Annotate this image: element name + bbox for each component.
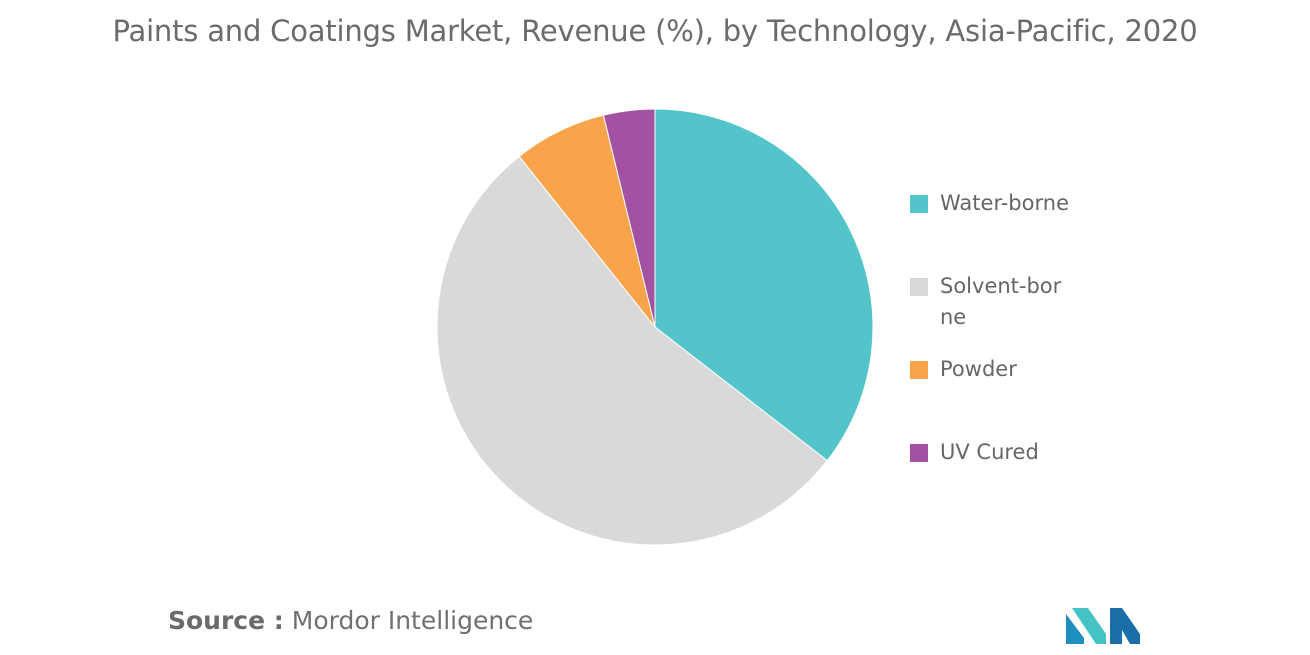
legend-item-solvent-borne: Solvent-bor ne <box>910 271 1070 333</box>
legend-swatch-water-borne <box>910 195 928 213</box>
logo-shape-middle <box>1072 608 1106 644</box>
legend-label-uv-cured: UV Cured <box>940 440 1039 464</box>
logo-shape-left <box>1066 614 1084 644</box>
pie-slice-water-borne <box>654 108 874 462</box>
legend-item-uv-cured: UV Cured <box>910 437 1070 468</box>
chart-title: Paints and Coatings Market, Revenue (%),… <box>112 14 1198 48</box>
pie-slice-uv-cured <box>602 108 656 328</box>
legend-swatch-uv-cured <box>910 444 928 462</box>
legend-swatch-powder <box>910 361 928 379</box>
legend-item-water-borne: Water-borne <box>910 188 1070 219</box>
logo-shape-right <box>1110 608 1140 644</box>
source-label: Source : <box>168 606 284 635</box>
legend-item-powder: Powder <box>910 354 1070 385</box>
pie-slice-solvent-borne <box>436 155 828 546</box>
legend-label-solvent-borne-line1: Solvent-bor <box>940 274 1062 298</box>
legend-label-solvent-borne: Solvent-bor ne <box>940 271 1070 333</box>
legend-label-solvent-borne-line2: ne <box>940 305 967 329</box>
source-note: Source : Mordor Intelligence <box>168 606 533 635</box>
legend-swatch-solvent-borne <box>910 278 928 296</box>
legend-label-water-borne: Water-borne <box>940 191 1069 215</box>
source-name: Mordor Intelligence <box>291 606 534 635</box>
legend-label-powder: Powder <box>940 357 1017 381</box>
mordor-intelligence-logo <box>1066 608 1140 644</box>
pie-slices <box>436 108 874 546</box>
